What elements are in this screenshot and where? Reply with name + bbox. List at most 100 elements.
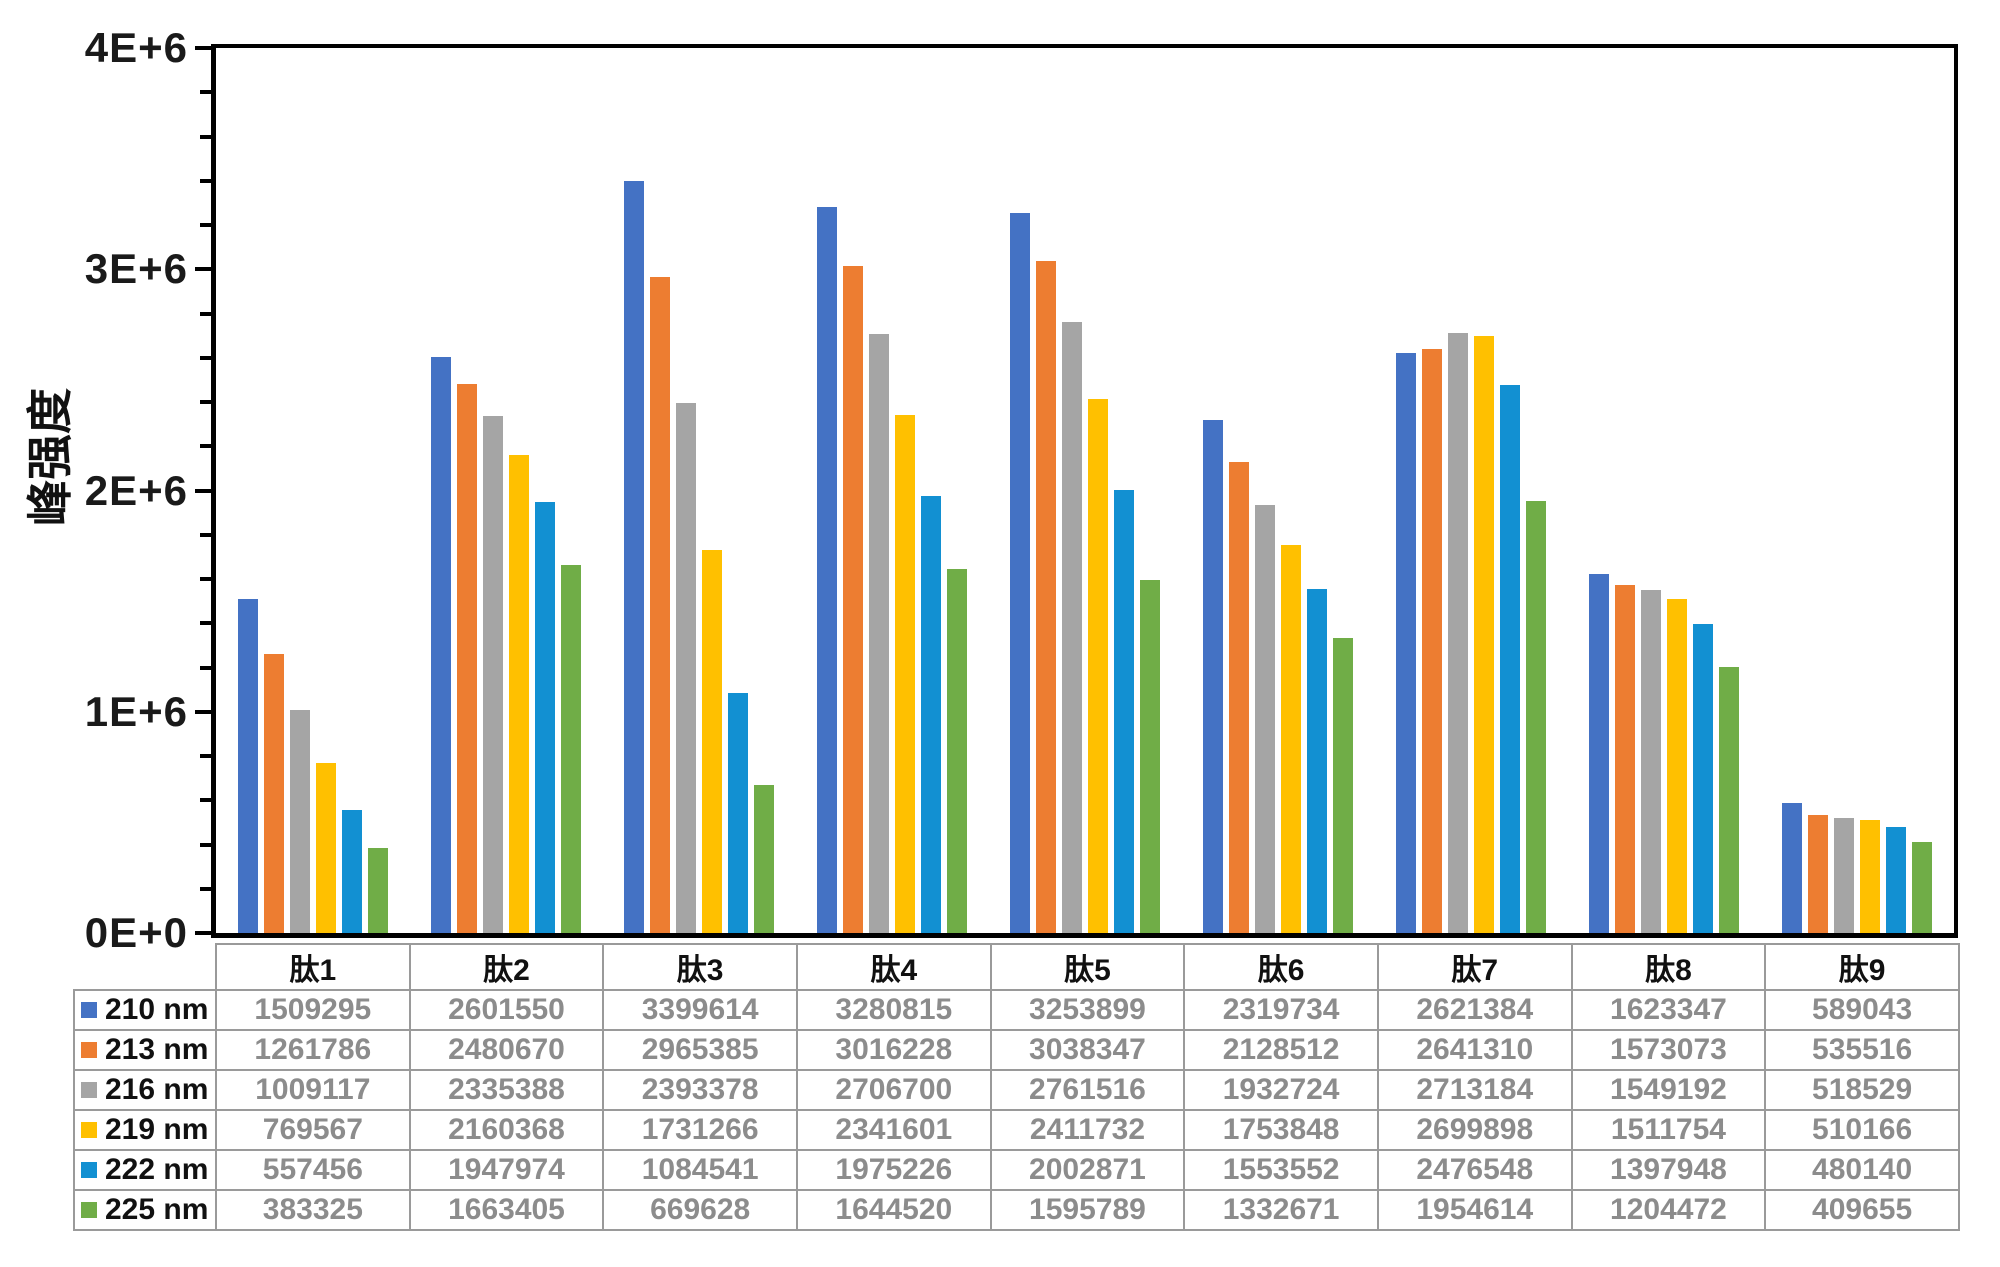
table-row-210nm: 210 nm 1509295 2601550 3399614 3280815 325389… xyxy=(73,989,1960,1031)
table-row-216nm: 216 nm 1009117 2335388 2393378 2706700 276151… xyxy=(73,1069,1960,1111)
legend-label-213nm: 213 nm xyxy=(105,1033,209,1066)
y-axis-minor-tick xyxy=(200,621,212,626)
bar-219nm-c8 xyxy=(1667,598,1688,933)
value-219nm-c3: 1731266 xyxy=(602,1109,798,1151)
value-216nm-c4: 2706700 xyxy=(795,1069,992,1111)
value-219nm-c5: 2411732 xyxy=(989,1109,1186,1151)
y-axis-title: 峰强度 xyxy=(24,388,76,526)
value-213nm-c9: 535516 xyxy=(1764,1029,1960,1071)
bar-213nm-c3 xyxy=(649,276,670,933)
value-210nm-c3: 3399614 xyxy=(602,989,798,1031)
bar-219nm-c7 xyxy=(1474,335,1495,933)
bar-225nm-c2 xyxy=(560,564,581,933)
bar-222nm-c4 xyxy=(920,495,941,933)
value-213nm-c8: 1573073 xyxy=(1570,1029,1767,1071)
value-213nm-c6: 2128512 xyxy=(1183,1029,1379,1071)
bar-210nm-c9 xyxy=(1782,802,1803,933)
category-header-c5: 肽5 xyxy=(989,943,1186,991)
bar-225nm-c7 xyxy=(1526,500,1547,933)
value-219nm-c6: 1753848 xyxy=(1183,1109,1379,1151)
y-axis-minor-tick xyxy=(200,798,212,803)
bar-225nm-c5 xyxy=(1140,579,1160,933)
y-axis-tick-label: 4E+6 xyxy=(84,24,188,71)
legend-cell-219nm: 219 nm xyxy=(73,1109,217,1151)
value-219nm-c8: 1511754 xyxy=(1570,1109,1767,1151)
bar-216nm-c3 xyxy=(675,403,696,933)
bar-225nm-c1 xyxy=(367,848,388,933)
value-222nm-c1: 557456 xyxy=(215,1149,411,1191)
y-axis-minor-tick xyxy=(200,577,212,581)
value-216nm-c1: 1009117 xyxy=(215,1069,411,1111)
value-222nm-c9: 480140 xyxy=(1764,1149,1960,1191)
bar-210nm-c3 xyxy=(623,180,644,933)
y-axis-minor-tick xyxy=(200,223,212,227)
legend-label-225nm: 225 nm xyxy=(105,1193,209,1226)
bar-213nm-c4 xyxy=(842,265,863,933)
legend-key-icon-225nm xyxy=(81,1202,97,1218)
bar-213nm-c8 xyxy=(1615,584,1636,933)
bar-213nm-c6 xyxy=(1229,462,1250,933)
table-corner-cell xyxy=(74,944,216,990)
bar-222nm-c7 xyxy=(1500,385,1521,933)
data-table: 肽1 肽2 肽3 肽4 肽5 肽6 肽7 肽8 肽9 210 nm 1509295 2601550 33… xyxy=(73,943,1960,1231)
y-axis-major-tick xyxy=(195,267,212,272)
y-axis-tick-label: 2E+6 xyxy=(84,466,188,514)
value-219nm-c9: 510166 xyxy=(1764,1109,1960,1151)
value-225nm-c6: 1332671 xyxy=(1183,1189,1379,1231)
legend-cell-222nm: 222 nm xyxy=(73,1149,217,1191)
category-header-c2: 肽2 xyxy=(408,943,605,991)
bar-222nm-c1 xyxy=(341,809,362,933)
value-216nm-c3: 2393378 xyxy=(602,1069,798,1111)
value-222nm-c4: 1975226 xyxy=(795,1149,992,1191)
bar-225nm-c8 xyxy=(1719,666,1740,933)
bar-225nm-c4 xyxy=(946,569,967,933)
value-210nm-c7: 2621384 xyxy=(1376,989,1573,1031)
value-225nm-c3: 669628 xyxy=(602,1189,798,1231)
bar-222nm-c9 xyxy=(1886,826,1907,933)
bar-210nm-c2 xyxy=(430,357,451,933)
value-210nm-c1: 1509295 xyxy=(215,989,411,1031)
value-222nm-c6: 1553552 xyxy=(1183,1149,1379,1191)
value-225nm-c5: 1595789 xyxy=(989,1189,1186,1231)
value-210nm-c4: 3280815 xyxy=(795,989,992,1031)
bar-219nm-c3 xyxy=(701,549,722,933)
value-213nm-c1: 1261786 xyxy=(215,1029,411,1071)
y-axis-major-tick xyxy=(195,46,212,50)
bar-210nm-c7 xyxy=(1396,353,1417,933)
value-225nm-c8: 1204472 xyxy=(1570,1189,1767,1231)
value-222nm-c2: 1947974 xyxy=(408,1149,605,1191)
bar-210nm-c8 xyxy=(1589,573,1610,933)
table-row-222nm: 222 nm 557456 1947974 1084541 1975226 2002871… xyxy=(73,1149,1960,1191)
value-210nm-c9: 589043 xyxy=(1764,989,1960,1031)
value-216nm-c7: 2713184 xyxy=(1376,1069,1573,1111)
legend-cell-210nm: 210 nm xyxy=(73,989,217,1031)
legend-label-222nm: 222 nm xyxy=(105,1153,209,1186)
value-213nm-c4: 3016228 xyxy=(795,1029,992,1071)
value-216nm-c9: 518529 xyxy=(1764,1069,1960,1111)
y-axis-minor-tick xyxy=(200,842,212,847)
value-213nm-c7: 2641310 xyxy=(1376,1029,1573,1071)
y-axis-minor-tick xyxy=(200,754,212,758)
value-222nm-c5: 2002871 xyxy=(989,1149,1186,1191)
bar-219nm-c9 xyxy=(1860,820,1881,933)
bar-222nm-c3 xyxy=(727,693,748,933)
category-header-c4: 肽4 xyxy=(795,943,992,991)
value-225nm-c1: 383325 xyxy=(215,1189,411,1231)
y-axis-minor-tick xyxy=(200,178,212,183)
bar-216nm-c5 xyxy=(1062,322,1082,933)
y-axis-minor-tick xyxy=(200,134,212,139)
category-header-c8: 肽8 xyxy=(1570,943,1767,991)
value-210nm-c6: 2319734 xyxy=(1183,989,1379,1031)
bar-219nm-c1 xyxy=(315,762,336,933)
y-axis-minor-tick xyxy=(200,886,212,891)
legend-cell-225nm: 225 nm xyxy=(73,1189,217,1231)
table-header-row: 肽1 肽2 肽3 肽4 肽5 肽6 肽7 肽8 肽9 xyxy=(74,943,1960,991)
bar-216nm-c9 xyxy=(1834,818,1855,933)
bar-216nm-c6 xyxy=(1255,505,1276,933)
value-210nm-c5: 3253899 xyxy=(989,989,1186,1031)
bar-222nm-c5 xyxy=(1114,489,1134,933)
value-213nm-c3: 2965385 xyxy=(602,1029,798,1071)
bar-222nm-c2 xyxy=(534,502,555,933)
legend-key-icon-213nm xyxy=(81,1042,97,1058)
